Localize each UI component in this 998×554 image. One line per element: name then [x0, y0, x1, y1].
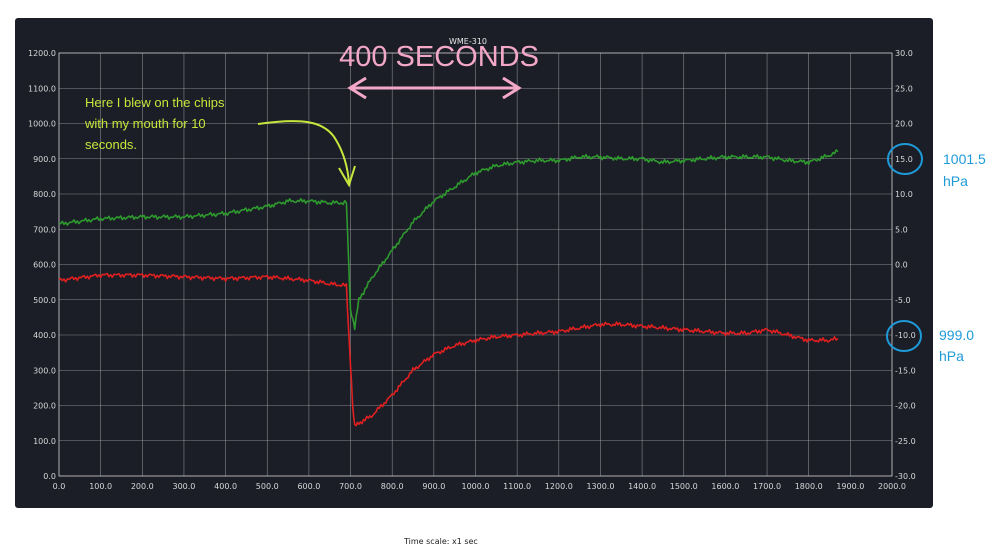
x-tick-label: 1100.0 [503, 482, 531, 491]
x-axis-caption: Time scale: x1 sec [404, 537, 478, 546]
y-right-tick-label: -25.0 [895, 437, 916, 446]
y-left-tick-label: 900.0 [33, 155, 56, 164]
chart-panel: WME-310 0.0 100.0 200.0 300.0 400.0 500.0 600.… [15, 18, 933, 508]
y-right-tick-label: 10.0 [895, 190, 913, 199]
y-right-tick-label: 0.0 [895, 261, 908, 270]
x-tick-label: 800.0 [381, 482, 404, 491]
x-tick-label: 1400.0 [628, 482, 656, 491]
y-left-tick-label: 300.0 [33, 366, 56, 375]
series-line-2 [58, 272, 839, 427]
x-tick-label: 1500.0 [670, 482, 698, 491]
y-left-tick-label: 700.0 [33, 225, 56, 234]
chart-title: WME-310 [449, 37, 487, 46]
y-right-tick-label: -20.0 [895, 402, 916, 411]
pressure-high-unit: hPa [943, 173, 968, 189]
x-tick-label: 0.0 [53, 482, 66, 491]
y-left-tick-label: 1000.0 [28, 120, 56, 129]
chart-svg: WME-310 0.0 100.0 200.0 300.0 400.0 500.0 600.… [28, 37, 916, 491]
series-layer [58, 149, 839, 427]
y-left-tick-label: 400.0 [33, 331, 56, 340]
y-right-tick-label: 15.0 [895, 155, 913, 164]
grid [58, 52, 893, 477]
x-tick-label: 1700.0 [753, 482, 781, 491]
y-left-tick-label: 800.0 [33, 190, 56, 199]
x-tick-label: 500.0 [256, 482, 279, 491]
x-tick-label: 1600.0 [711, 482, 739, 491]
left-axis: 0.0 100.0 200.0 300.0 400.0 500.0 600.0 700.0 80… [28, 49, 56, 481]
x-tick-label: 100.0 [89, 482, 112, 491]
x-tick-label: 200.0 [131, 482, 154, 491]
pressure-low-unit: hPa [939, 348, 964, 364]
x-tick-label: 1900.0 [836, 482, 864, 491]
y-left-tick-label: 1100.0 [28, 84, 56, 93]
x-tick-label: 2000.0 [878, 482, 906, 491]
y-left-tick-label: 500.0 [33, 296, 56, 305]
y-right-tick-label: -10.0 [895, 331, 916, 340]
y-left-tick-label: 1200.0 [28, 49, 56, 58]
y-right-tick-label: 5.0 [895, 225, 908, 234]
x-tick-label: 700.0 [339, 482, 362, 491]
y-left-tick-label: 200.0 [33, 402, 56, 411]
pressure-low-value: 999.0 [939, 327, 974, 343]
y-left-tick-label: 600.0 [33, 261, 56, 270]
x-tick-label: 300.0 [172, 482, 195, 491]
x-tick-label: 400.0 [214, 482, 237, 491]
x-tick-label: 1000.0 [462, 482, 490, 491]
right-axis: -30.0 -25.0 -20.0 -15.0 -10.0 -5.0 0.0 5.0 10.0 1… [895, 49, 916, 481]
x-tick-label: 1800.0 [795, 482, 823, 491]
x-tick-label: 900.0 [422, 482, 445, 491]
series-line-1 [58, 149, 839, 331]
y-right-tick-label: 25.0 [895, 84, 913, 93]
y-right-tick-label: -30.0 [895, 472, 916, 481]
y-right-tick-label: 30.0 [895, 49, 913, 58]
x-tick-label: 1200.0 [545, 482, 573, 491]
y-left-tick-label: 100.0 [33, 437, 56, 446]
x-tick-label: 1300.0 [586, 482, 614, 491]
y-right-tick-label: -15.0 [895, 366, 916, 375]
y-left-tick-label: 0.0 [43, 472, 56, 481]
y-right-tick-label: 20.0 [895, 120, 913, 129]
x-tick-label: 600.0 [297, 482, 320, 491]
y-right-tick-label: -5.0 [895, 296, 911, 305]
pressure-high-value: 1001.5 [943, 151, 986, 167]
x-axis: 0.0 100.0 200.0 300.0 400.0 500.0 600.0 700.0 80… [53, 482, 906, 491]
plot-border [58, 52, 893, 477]
